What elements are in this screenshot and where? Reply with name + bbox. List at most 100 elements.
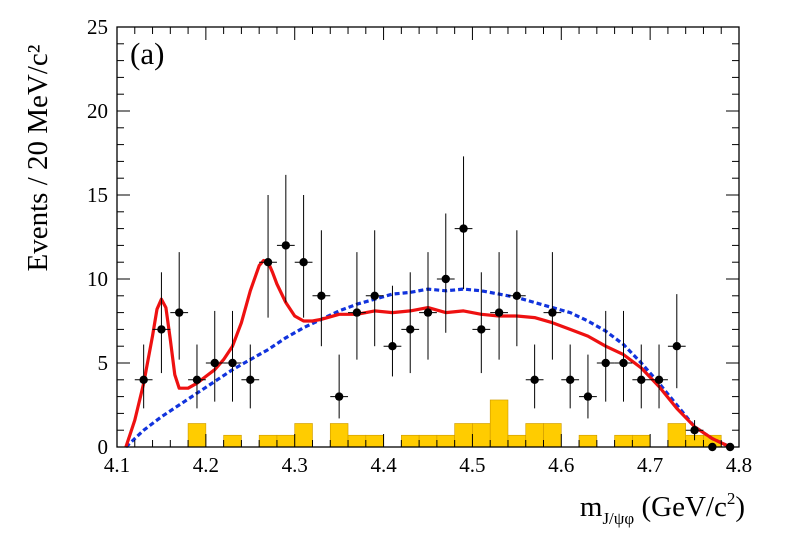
data-point-7 — [259, 195, 277, 318]
data-point-31 — [685, 420, 704, 441]
y-tick-label-2: 10 — [87, 267, 108, 291]
background-bin-20 — [667, 423, 686, 448]
data-point-marker-21 — [512, 291, 522, 300]
x-tick-label-4: 4.5 — [459, 453, 485, 477]
data-point-8 — [276, 174, 295, 303]
background-bin-0 — [187, 423, 207, 448]
background-bin-6 — [347, 434, 367, 448]
x-axis-title: mJ/ψφ (GeV/c2) — [580, 489, 745, 528]
y-tick-label-1: 5 — [98, 351, 109, 375]
data-point-marker-10 — [317, 291, 326, 300]
data-point-marker-11 — [334, 392, 344, 401]
data-point-25 — [579, 354, 597, 419]
data-point-marker-8 — [281, 241, 291, 250]
data-point-12 — [348, 252, 366, 360]
y-tick-label-5: 25 — [87, 15, 108, 39]
x-tick-label-2: 4.3 — [282, 453, 308, 477]
background-bin-15 — [525, 423, 544, 448]
data-point-marker-1 — [157, 325, 166, 334]
data-point-marker-23 — [548, 308, 557, 317]
data-point-15 — [401, 272, 420, 374]
x-tick-label-1: 4.2 — [193, 453, 219, 477]
data-point-marker-6 — [246, 375, 255, 384]
background-bin-10 — [436, 434, 455, 448]
background-bin-11 — [454, 423, 473, 448]
data-point-23 — [543, 252, 562, 360]
y-tick-label-3: 15 — [87, 183, 108, 207]
data-point-22 — [525, 344, 544, 409]
data-point-marker-9 — [299, 258, 308, 267]
background-bin-1 — [223, 434, 242, 448]
background-bin-7 — [365, 434, 384, 448]
data-point-4 — [205, 310, 224, 402]
data-point-29 — [650, 344, 668, 409]
x-axis-title-prefix: m — [580, 491, 603, 523]
data-point-marker-24 — [565, 375, 575, 384]
data-point-6 — [241, 344, 260, 409]
data-point-marker-19 — [477, 325, 486, 334]
x-tick-label-7: 4.8 — [726, 453, 752, 477]
data-point-marker-0 — [139, 375, 148, 384]
data-point-14 — [383, 285, 402, 377]
background-bin-9 — [418, 434, 438, 448]
data-point-marker-27 — [619, 358, 628, 368]
data-point-11 — [330, 354, 349, 419]
data-point-24 — [561, 344, 580, 409]
data-point-20 — [490, 252, 508, 360]
data-point-marker-3 — [192, 375, 202, 384]
background-bin-4 — [294, 423, 313, 448]
data-point-marker-26 — [601, 358, 610, 368]
data-point-3 — [188, 344, 206, 409]
y-tick-label-4: 20 — [87, 99, 108, 123]
background-bin-17 — [578, 434, 598, 448]
panel-label: (a) — [130, 36, 164, 71]
data-point-27 — [614, 310, 633, 402]
data-point-18 — [454, 156, 473, 290]
data-point-marker-25 — [583, 392, 593, 401]
background-bin-19 — [632, 434, 651, 448]
data-point-16 — [419, 252, 437, 360]
y-tick-label-0: 0 — [98, 435, 109, 459]
data-point-marker-5 — [228, 358, 237, 368]
y-axis-title: Events / 20 MeV/c² — [22, 44, 54, 271]
data-point-marker-15 — [406, 325, 415, 334]
background-bin-2 — [258, 434, 278, 448]
x-axis-title-close: ) — [735, 491, 745, 523]
data-point-marker-16 — [423, 308, 433, 317]
x-axis-title-sup: 2 — [727, 489, 736, 508]
x-tick-label-5: 4.6 — [548, 453, 574, 477]
y-tick-labels: 0 5 10 15 20 25 — [87, 15, 108, 459]
data-points — [134, 156, 739, 452]
background-bin-3 — [276, 434, 296, 448]
data-point-marker-4 — [210, 358, 219, 368]
data-point-marker-20 — [494, 308, 504, 317]
fit-curve — [124, 258, 731, 449]
data-point-21 — [507, 230, 526, 347]
data-point-marker-12 — [352, 308, 362, 317]
data-point-marker-22 — [530, 375, 539, 384]
data-point-marker-2 — [175, 308, 184, 317]
data-point-marker-14 — [388, 342, 397, 351]
background-bin-18 — [614, 434, 633, 448]
data-point-9 — [294, 195, 313, 318]
background-bin-14 — [507, 434, 527, 448]
data-point-5 — [223, 310, 242, 402]
data-point-marker-29 — [654, 375, 664, 384]
x-tick-label-3: 4.4 — [370, 453, 397, 477]
x-axis-title-subscript: J/ψφ — [602, 509, 634, 528]
data-point-19 — [472, 272, 491, 374]
background-bin-12 — [472, 423, 491, 448]
data-point-1 — [152, 272, 171, 374]
data-point-17 — [436, 213, 455, 333]
data-point-13 — [365, 230, 384, 347]
x-tick-labels: 4.1 4.2 4.3 4.4 4.5 4.6 4.7 4.8 — [104, 453, 752, 477]
x-tick-label-0: 4.1 — [104, 453, 130, 477]
data-point-marker-17 — [441, 274, 450, 284]
data-point-marker-31 — [690, 426, 699, 435]
data-point-10 — [312, 230, 331, 347]
data-point-2 — [170, 252, 189, 360]
axis-ticks — [116, 26, 740, 448]
data-point-marker-28 — [637, 375, 646, 384]
